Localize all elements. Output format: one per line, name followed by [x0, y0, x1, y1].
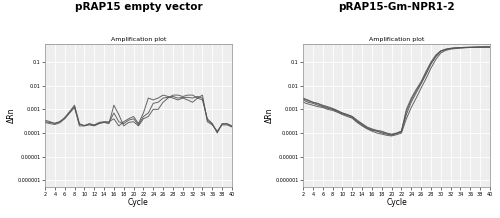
Text: pRAP15 empty vector: pRAP15 empty vector — [74, 2, 202, 12]
Title: Amplification plot: Amplification plot — [111, 37, 166, 42]
X-axis label: Cycle: Cycle — [386, 198, 407, 207]
X-axis label: Cycle: Cycle — [128, 198, 149, 207]
Y-axis label: ΔRn: ΔRn — [265, 108, 274, 123]
Text: pRAP15-Gm-NPR1-2: pRAP15-Gm-NPR1-2 — [338, 2, 455, 12]
Y-axis label: ΔRn: ΔRn — [7, 108, 16, 123]
Title: Amplification plot: Amplification plot — [369, 37, 424, 42]
